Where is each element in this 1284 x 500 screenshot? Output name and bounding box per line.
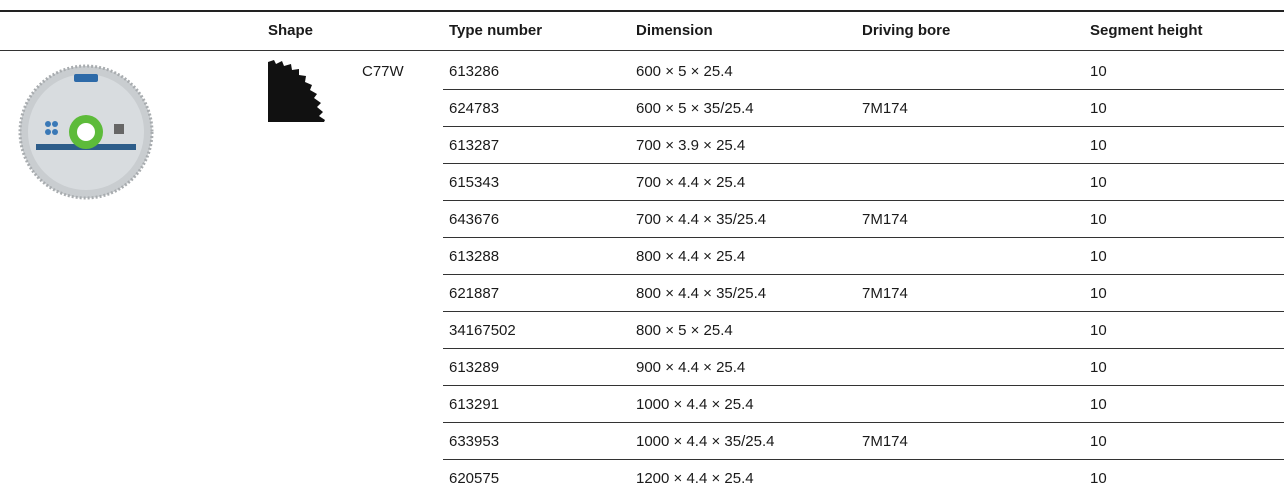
table-cell: 1000 × 4.4 × 25.4 bbox=[636, 396, 754, 413]
table-cell: 624783 bbox=[449, 100, 500, 117]
table-cell: 10 bbox=[1090, 285, 1107, 302]
table-cell: 700 × 4.4 × 25.4 bbox=[636, 174, 746, 191]
row-rule bbox=[443, 422, 1284, 423]
table-cell: 10 bbox=[1090, 174, 1107, 191]
row-rule bbox=[443, 385, 1284, 386]
table-cell: 700 × 3.9 × 25.4 bbox=[636, 137, 746, 154]
table-cell: 10 bbox=[1090, 359, 1107, 376]
table-cell: 1200 × 4.4 × 25.4 bbox=[636, 470, 754, 487]
variant-label: C77W bbox=[362, 63, 404, 80]
table-cell: 700 × 4.4 × 35/25.4 bbox=[636, 211, 767, 228]
row-rule bbox=[443, 459, 1284, 460]
table-top-rule bbox=[0, 10, 1284, 12]
row-rule bbox=[443, 126, 1284, 127]
column-header: Driving bore bbox=[862, 22, 951, 39]
table-cell: 10 bbox=[1090, 137, 1107, 154]
table-cell: 10 bbox=[1090, 100, 1107, 117]
column-header: Dimension bbox=[636, 22, 713, 39]
row-rule bbox=[443, 348, 1284, 349]
table-cell: 620575 bbox=[449, 470, 500, 487]
table-cell: 600 × 5 × 35/25.4 bbox=[636, 100, 754, 117]
table-cell: 1000 × 4.4 × 35/25.4 bbox=[636, 433, 775, 450]
table-cell: 800 × 4.4 × 35/25.4 bbox=[636, 285, 767, 302]
row-rule bbox=[443, 163, 1284, 164]
table-cell: 800 × 5 × 25.4 bbox=[636, 322, 733, 339]
shape-icon bbox=[268, 60, 325, 122]
row-rule bbox=[443, 274, 1284, 275]
table-cell: 7M174 bbox=[862, 433, 908, 450]
table-cell: 10 bbox=[1090, 433, 1107, 450]
row-rule bbox=[443, 200, 1284, 201]
table-cell: 10 bbox=[1090, 322, 1107, 339]
column-header: Segment height bbox=[1090, 22, 1203, 39]
table-cell: 633953 bbox=[449, 433, 500, 450]
table-cell: 613289 bbox=[449, 359, 500, 376]
table-cell: 34167502 bbox=[449, 322, 516, 339]
table-cell: 7M174 bbox=[862, 285, 908, 302]
table-cell: 10 bbox=[1090, 211, 1107, 228]
row-rule bbox=[443, 89, 1284, 90]
row-rule bbox=[443, 311, 1284, 312]
column-header: Shape bbox=[268, 22, 314, 39]
table-cell: 613288 bbox=[449, 248, 500, 265]
table-cell: 613291 bbox=[449, 396, 500, 413]
table-cell: 613287 bbox=[449, 137, 500, 154]
table-cell: 10 bbox=[1090, 63, 1107, 80]
header-rule bbox=[0, 50, 1284, 51]
row-rule bbox=[443, 237, 1284, 238]
table-cell: 613286 bbox=[449, 63, 500, 80]
table-cell: 600 × 5 × 25.4 bbox=[636, 63, 733, 80]
table-cell: 900 × 4.4 × 25.4 bbox=[636, 359, 746, 376]
table-cell: 10 bbox=[1090, 470, 1107, 487]
table-cell: 10 bbox=[1090, 396, 1107, 413]
table-cell: 10 bbox=[1090, 248, 1107, 265]
table-cell: 615343 bbox=[449, 174, 500, 191]
table-cell: 7M174 bbox=[862, 100, 908, 117]
table-cell: 7M174 bbox=[862, 211, 908, 228]
table-cell: 621887 bbox=[449, 285, 500, 302]
table-cell: 800 × 4.4 × 25.4 bbox=[636, 248, 746, 265]
blade-image bbox=[18, 64, 154, 200]
column-header: Type number bbox=[449, 22, 543, 39]
table-cell: 643676 bbox=[449, 211, 500, 228]
